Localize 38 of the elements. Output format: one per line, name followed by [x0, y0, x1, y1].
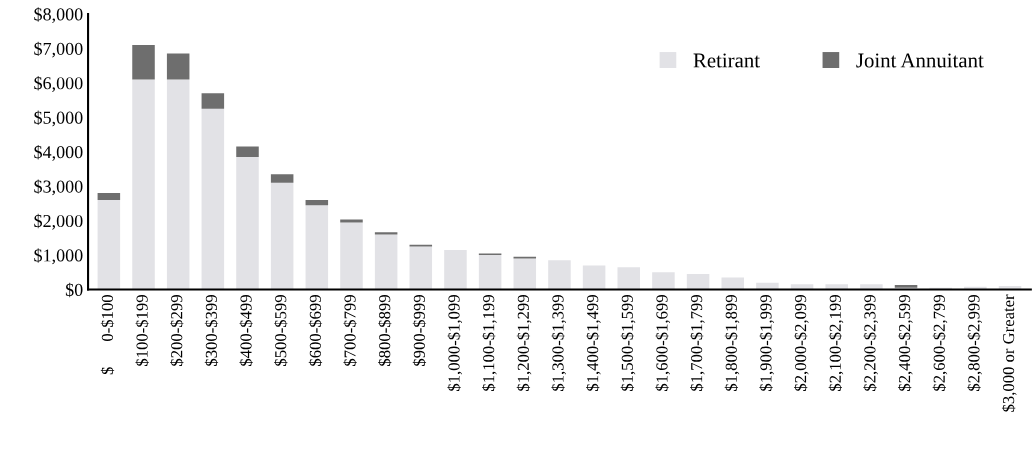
- y-tick-label: $5,000: [34, 110, 83, 127]
- y-tick-label: $8,000: [34, 7, 83, 24]
- x-tick-label: $1,700-$1,799: [690, 295, 705, 391]
- x-tick-label: $1,800-$1,899: [724, 295, 740, 391]
- y-tick-label: $4,000: [34, 144, 83, 161]
- x-tick-label: $1,100-$1,199: [482, 295, 497, 391]
- legend-label: Retirant: [693, 53, 760, 68]
- legend-label: Joint Annuitant: [856, 53, 984, 68]
- x-tick-label: $1,600-$1,699: [655, 295, 670, 391]
- x-tick-label: $600-$699: [308, 295, 323, 366]
- x-tick-label: $100-$199: [135, 295, 149, 366]
- x-tick-label: $400-$499: [239, 295, 253, 366]
- y-tick-label: $1,000: [34, 248, 83, 265]
- y-tick-label: $7,000: [34, 41, 83, 58]
- x-tick-label: $700-$799: [343, 295, 357, 366]
- x-tick-label: $3,000 or Greater: [1001, 294, 1017, 412]
- x-tick-label: $800-$899: [378, 295, 392, 366]
- x-tick-label: $1,000-$1,099: [447, 295, 463, 391]
- x-tick-label: $2,800-$2,999: [967, 295, 982, 391]
- x-tick-label: $500-$599: [274, 295, 288, 366]
- x-tick-label: $ 0-$100: [100, 295, 115, 375]
- x-tick-label: $300-$399: [204, 295, 219, 366]
- x-tick-label: $1,900-$1,999: [759, 295, 774, 391]
- x-tick-label: $200-$299: [170, 295, 184, 366]
- x-tick-label: $2,400-$2,599: [897, 295, 913, 391]
- x-tick-label: $2,100-$2,199: [828, 295, 844, 391]
- x-tick-label: $1,500-$1,599: [620, 295, 636, 391]
- y-tick-label: $3,000: [34, 179, 83, 196]
- x-tick-label: $1,400-$1,499: [586, 295, 601, 391]
- x-tick-label: $2,000-$2,099: [794, 295, 809, 391]
- x-tick-label: $1,300-$1,399: [551, 295, 567, 391]
- y-tick-label: $2,000: [34, 213, 83, 230]
- y-tick-label: $6,000: [34, 76, 83, 92]
- x-tick-label: $2,200-$2,399: [863, 295, 878, 391]
- x-tick-label: $900-$999: [412, 295, 427, 366]
- y-tick-label: $0: [65, 282, 83, 298]
- x-tick-label: $2,600-$2,799: [932, 295, 948, 391]
- x-tick-label: $1,200-$1,299: [516, 295, 532, 391]
